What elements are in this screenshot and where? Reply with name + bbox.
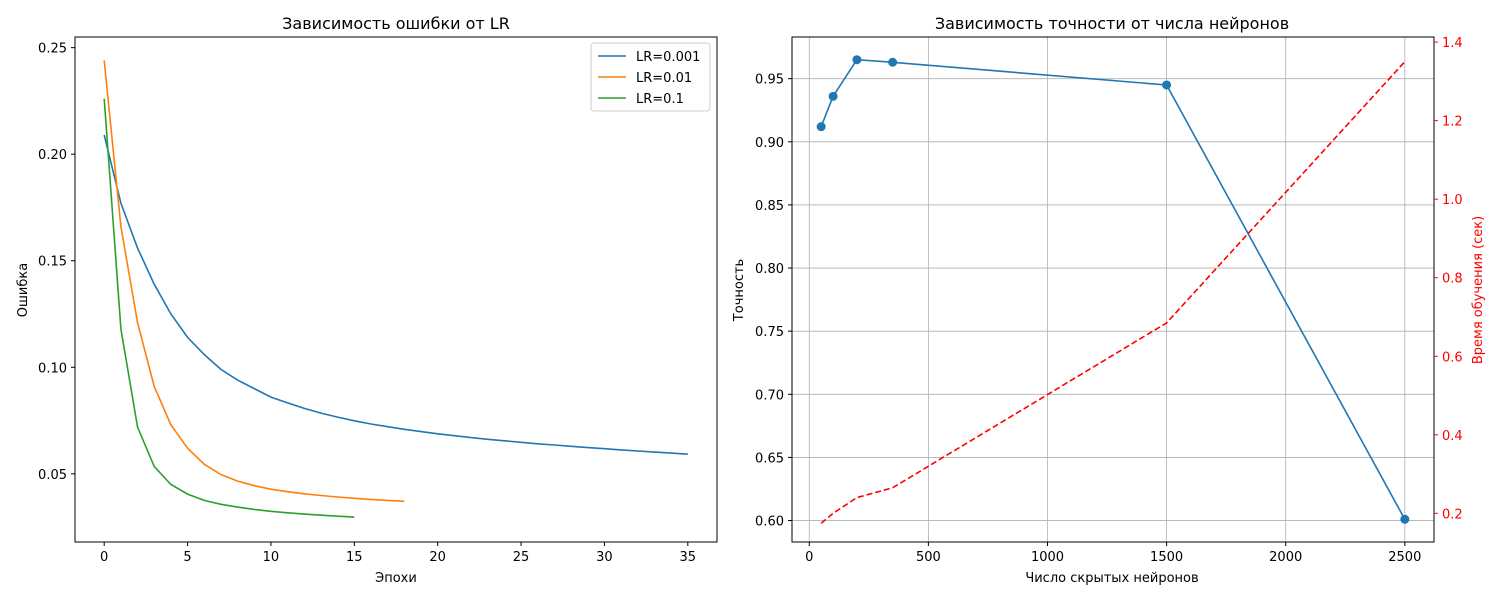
loss-chart-legend: LR=0.001 LR=0.01 LR=0.1 [590,42,711,112]
accuracy-point [828,91,838,101]
x-tick-label: 500 [916,550,941,565]
loss-chart-y-ticks: 0.05 0.10 0.15 0.20 0.25 [38,42,75,483]
accuracy-chart-title: Зависимость точности от числа нейронов [935,14,1289,33]
accuracy-chart-y-label: Точность [732,259,747,322]
loss-chart-title: Зависимость ошибки от LR [282,14,510,33]
legend-label-lr-01: LR=0.1 [636,92,684,107]
loss-chart-x-ticks: 0 5 10 15 20 25 30 35 [100,542,696,565]
y-tick-label: 0.80 [755,262,784,277]
y-tick-label: 0.85 [755,199,784,214]
x-tick-label: 5 [183,550,191,565]
loss-chart-plot [103,60,688,518]
y-tick-label: 0.65 [755,451,784,466]
right-y-tick-label: 1.0 [1442,193,1463,208]
loss-chart-y-label: Ошибка [16,263,31,317]
x-tick-label: 15 [346,550,363,565]
accuracy-chart-x-label: Число скрытых нейронов [1025,571,1198,586]
accuracy-chart-frame [791,36,1435,543]
y-tick-label: 0.25 [38,42,67,57]
accuracy-point [852,55,862,65]
legend-box [590,42,711,112]
x-tick-label: 0 [805,550,813,565]
accuracy-chart-right-y-label: Время обучения (сек) [1471,216,1486,364]
x-tick-label: 30 [596,550,613,565]
x-tick-label: 10 [263,550,280,565]
right-y-tick-label: 0.2 [1442,507,1463,522]
accuracy-series-line [820,58,1406,520]
y-tick-label: 0.05 [38,468,67,483]
y-tick-label: 0.90 [755,136,784,151]
x-tick-label: 2500 [1388,550,1421,565]
accuracy-chart: Зависимость точности от числа нейронов 0… [732,14,1486,586]
loss-series-line-1 [103,60,405,503]
accuracy-point [1400,514,1410,524]
accuracy-point [888,57,898,67]
accuracy-point [816,122,826,132]
x-tick-label: 20 [429,550,446,565]
y-tick-label: 0.75 [755,325,784,340]
loss-chart-x-label: Эпохи [375,571,417,586]
x-tick-label: 2000 [1269,550,1302,565]
right-y-tick-label: 1.2 [1442,115,1463,130]
right-y-tick-label: 1.4 [1442,36,1463,51]
right-y-tick-label: 0.8 [1442,272,1463,287]
x-tick-label: 35 [680,550,697,565]
y-tick-label: 0.70 [755,388,784,403]
legend-label-lr-001: LR=0.01 [636,71,692,86]
right-y-tick-label: 0.4 [1442,429,1463,444]
x-tick-label: 1500 [1150,550,1183,565]
x-tick-label: 0 [100,550,108,565]
x-tick-label: 1000 [1031,550,1064,565]
accuracy-chart-x-ticks: 0 500 1000 1500 2000 2500 [805,542,1421,565]
y-tick-label: 0.15 [38,255,67,270]
accuracy-chart-right-y-ticks: 0.2 0.4 0.6 0.8 1.0 1.2 1.4 [1434,36,1463,522]
accuracy-chart-plot [816,55,1410,524]
accuracy-chart-grid [792,37,1434,542]
loss-series-line-2 [103,98,355,518]
y-tick-label: 0.60 [755,515,784,530]
loss-series-line-0 [103,134,688,455]
right-y-tick-label: 0.6 [1442,350,1463,365]
y-tick-label: 0.10 [38,361,67,376]
y-tick-label: 0.95 [755,73,784,88]
loss-chart-frame [74,36,718,543]
loss-chart: Зависимость ошибки от LR 0 5 10 15 20 25 30 35 … [16,14,718,586]
x-tick-label: 25 [513,550,530,565]
y-tick-label: 0.20 [38,148,67,163]
accuracy-chart-y-ticks: 0.60 0.65 0.70 0.75 0.80 0.85 0.90 0.95 [755,73,792,530]
legend-label-lr-0001: LR=0.001 [636,50,700,65]
time-series-line [820,61,1406,524]
accuracy-point [1162,80,1172,90]
